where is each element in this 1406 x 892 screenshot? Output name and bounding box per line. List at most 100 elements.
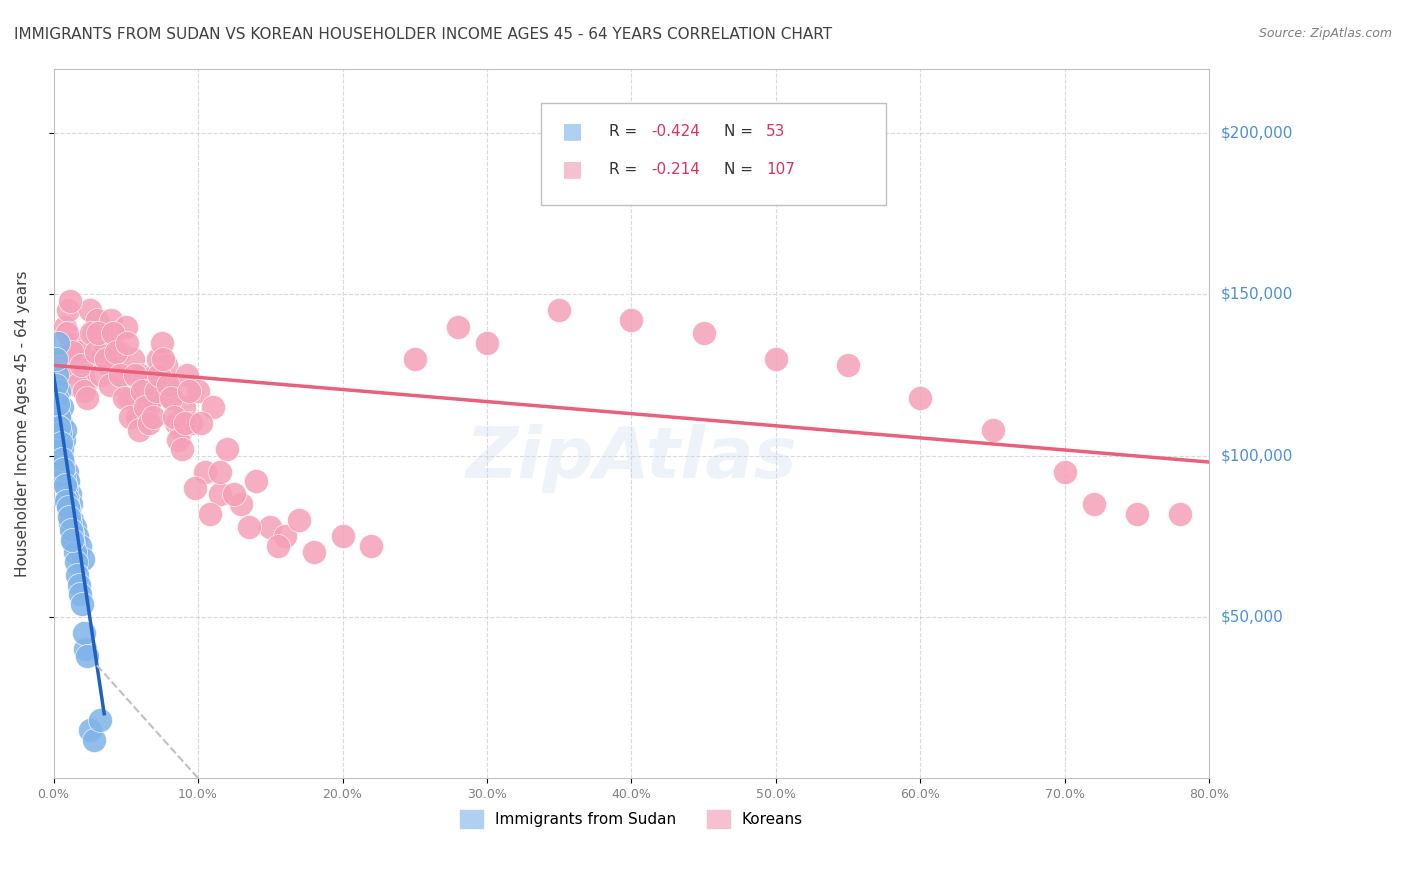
- Point: [332, 529, 354, 543]
- Point: [60, 526, 83, 541]
- Point: [179, 384, 201, 398]
- Point: [93, 335, 115, 350]
- Point: [46, 391, 69, 405]
- Point: [127, 409, 149, 424]
- Point: [62, 535, 84, 549]
- Point: [90, 368, 112, 382]
- Point: [55, 493, 77, 508]
- Point: [72, 552, 94, 566]
- Point: [66, 529, 89, 543]
- Text: $50,000: $50,000: [1220, 609, 1284, 624]
- Point: [120, 409, 142, 424]
- Point: [132, 384, 155, 398]
- Text: -0.424: -0.424: [651, 124, 700, 138]
- Point: [97, 359, 120, 373]
- Point: [89, 351, 111, 366]
- Point: [111, 368, 134, 382]
- Point: [72, 368, 94, 382]
- Point: [173, 401, 195, 415]
- Point: [910, 391, 932, 405]
- Point: [59, 516, 82, 531]
- Point: [69, 345, 91, 359]
- Text: N =: N =: [724, 124, 758, 138]
- Point: [765, 351, 787, 366]
- Text: R =: R =: [609, 124, 643, 138]
- Point: [55, 465, 77, 479]
- Point: [141, 391, 163, 405]
- Point: [404, 351, 426, 366]
- Point: [238, 519, 260, 533]
- Point: [184, 481, 207, 495]
- Point: [46, 397, 69, 411]
- Point: [60, 533, 83, 547]
- Y-axis label: Householder Income Ages 45 - 64 years: Householder Income Ages 45 - 64 years: [15, 270, 30, 576]
- Point: [45, 351, 67, 366]
- Point: [143, 368, 166, 382]
- Point: [48, 384, 70, 398]
- Point: [52, 455, 75, 469]
- Text: $100,000: $100,000: [1220, 448, 1294, 463]
- Point: [115, 319, 138, 334]
- Point: [52, 461, 75, 475]
- Point: [73, 626, 96, 640]
- Point: [101, 326, 124, 340]
- Point: [162, 409, 184, 424]
- Point: [157, 377, 180, 392]
- Point: [73, 384, 96, 398]
- Point: [87, 326, 110, 340]
- Point: [45, 368, 67, 382]
- Point: [224, 487, 246, 501]
- Point: [48, 409, 70, 424]
- Point: [150, 335, 173, 350]
- Point: [89, 713, 111, 727]
- Point: [46, 335, 69, 350]
- Text: $150,000: $150,000: [1220, 287, 1294, 301]
- Text: IMMIGRANTS FROM SUDAN VS KOREAN HOUSEHOLDER INCOME AGES 45 - 64 YEARS CORRELATIO: IMMIGRANTS FROM SUDAN VS KOREAN HOUSEHOL…: [14, 27, 832, 42]
- Point: [100, 313, 122, 327]
- Point: [112, 391, 135, 405]
- Point: [58, 293, 80, 308]
- Point: [59, 523, 82, 537]
- Point: [108, 368, 131, 382]
- Point: [56, 475, 79, 489]
- Point: [128, 423, 150, 437]
- Text: ZipAtlas: ZipAtlas: [465, 425, 797, 493]
- Point: [67, 577, 90, 591]
- Text: R =: R =: [609, 162, 643, 177]
- Point: [145, 384, 167, 398]
- Point: [70, 597, 93, 611]
- Point: [51, 368, 73, 382]
- Point: [65, 519, 87, 533]
- Point: [60, 345, 83, 359]
- Point: [84, 345, 107, 359]
- Point: [136, 401, 159, 415]
- Point: [86, 313, 108, 327]
- Point: [49, 435, 72, 450]
- Point: [103, 326, 125, 340]
- Point: [51, 442, 73, 457]
- Point: [79, 303, 101, 318]
- Point: [49, 425, 72, 440]
- Point: [1126, 507, 1149, 521]
- Legend: Immigrants from Sudan, Koreans: Immigrants from Sudan, Koreans: [454, 804, 808, 834]
- Point: [274, 529, 297, 543]
- Point: [58, 510, 80, 524]
- Point: [156, 377, 179, 392]
- Point: [360, 539, 382, 553]
- Point: [53, 471, 76, 485]
- Point: [79, 723, 101, 737]
- Point: [59, 335, 82, 350]
- Point: [155, 359, 177, 373]
- Point: [194, 465, 217, 479]
- Point: [56, 500, 79, 515]
- Point: [176, 368, 198, 382]
- Point: [66, 568, 89, 582]
- Point: [60, 513, 83, 527]
- Point: [63, 545, 86, 559]
- Point: [118, 391, 141, 405]
- Point: [122, 351, 145, 366]
- Point: [447, 319, 470, 334]
- Point: [1083, 497, 1105, 511]
- Point: [53, 319, 76, 334]
- Point: [69, 587, 91, 601]
